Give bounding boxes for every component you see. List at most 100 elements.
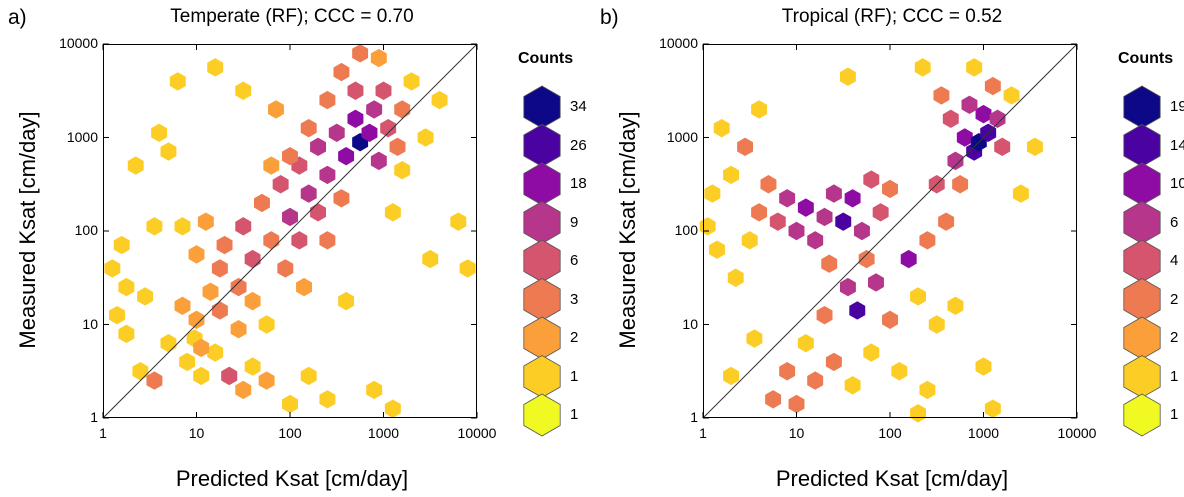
panel-b-hexbin: [699, 217, 716, 236]
panel-a-hexbin: [188, 310, 205, 330]
panel-b-hexbin: [779, 362, 796, 381]
panel-a-hexbin: [366, 100, 383, 119]
panel-b-hexbin: [961, 95, 978, 114]
panel-b-plot-area: [699, 43, 1078, 423]
panel-a-hexbin: [118, 324, 135, 344]
panel-b-hexbin: [849, 301, 866, 320]
panel-b-legend-label: 6: [1170, 213, 1179, 231]
panel-b-legend-label: 14: [1170, 136, 1184, 154]
panel-b-legend-label: 2: [1170, 290, 1179, 308]
panel-b-y-tick-label: 1000: [666, 128, 698, 145]
panel-b-hexbin: [765, 390, 782, 409]
panel-a-hexbin: [300, 118, 317, 138]
panel-a-hexbin: [127, 156, 144, 175]
panel-a-hexbin: [202, 282, 219, 301]
panel-a-hexbin: [258, 315, 275, 334]
panel-a-hexbin: [151, 123, 168, 143]
panel-a-hexbin: [450, 212, 467, 231]
panel-b-legend-swatch: [1123, 278, 1161, 321]
panel-a-hexbin: [347, 81, 364, 100]
panel-b-one-to-one-line: [702, 43, 1078, 419]
panel-a-hexbin: [244, 291, 261, 311]
panel-b-hexbin: [825, 184, 842, 203]
panel-b-hexbin: [952, 175, 969, 194]
panel-b-hexbin: [825, 352, 842, 372]
panel-b-hexbin: [975, 104, 992, 124]
panel-b-hexbin: [821, 254, 838, 273]
panel-b-legend-label: 1: [1170, 406, 1179, 423]
panel-a-hexbin: [394, 100, 411, 119]
panel-a-hexbin: [319, 231, 336, 250]
panel-a-hexbin: [352, 44, 369, 63]
panel-a-legend-label: 26: [570, 136, 587, 154]
panel-a-hexbin: [193, 366, 210, 386]
panel-a-hexbin: [277, 259, 294, 278]
panel-a-hexbin: [235, 217, 252, 236]
panel-b-hexbin: [741, 231, 758, 250]
panel-a-legend-label: 34: [570, 98, 587, 115]
panel-a-legend-label: 6: [570, 252, 579, 269]
panel-b-hexbin: [788, 221, 805, 241]
panel-a-hexbin: [253, 193, 270, 213]
panel-a-hexbin: [347, 109, 364, 128]
panel-b-legend-label: 4: [1170, 252, 1179, 269]
panel-a-hexbin: [300, 366, 317, 386]
panel-a-hexbin: [109, 305, 125, 325]
panel-a-x-axis-label: Predicted Ksat [cm/day]: [175, 466, 409, 491]
panel-b-x-tick-label: 100: [878, 425, 902, 441]
panel-b-hexbin: [989, 109, 1006, 128]
panel-a-hexbin: [380, 118, 397, 138]
panel-a-hexbin: [384, 399, 401, 418]
panel-b-y-tick-label: 100: [674, 222, 698, 238]
panel-b-hexbin: [723, 366, 740, 386]
panel-a-hexbin: [230, 319, 247, 339]
panel-b-hexbin: [839, 277, 856, 297]
panel-a-y-tick-label: 1: [90, 409, 98, 425]
panel-b-legend-label: 19: [1170, 98, 1184, 115]
panel-a-hexbin: [310, 137, 327, 157]
panel-b-hexbin: [928, 315, 945, 334]
panel-a-hexbin: [132, 362, 149, 381]
panel-b: b) Tropical (RF); CCC = 0.52 Measured Ks…: [592, 0, 1184, 497]
panel-a-hexbin: [188, 245, 205, 264]
panel-a-x-tick-label: 1000: [367, 425, 400, 441]
panel-a-hexbin: [211, 301, 228, 320]
panel-b-y-tick-label: 10: [682, 315, 698, 332]
panel-a-hexbin: [160, 334, 177, 353]
panel-b-x-axis-label: Predicted Ksat [cm/day]: [775, 466, 1009, 491]
panel-a-hexbin: [146, 371, 163, 390]
panel-a-y-tick-label: 10000: [59, 35, 98, 51]
panel-a-title: Temperate (RF); CCC = 0.70: [170, 6, 414, 27]
panel-a-hexbin: [207, 343, 224, 362]
panel-b-hexbin: [891, 362, 908, 381]
panel-b-hexbin: [984, 76, 1001, 96]
panel-a-hexbin: [104, 259, 121, 278]
panel-a-hexbin: [263, 231, 280, 250]
panel-a-legend-label: 1: [570, 367, 579, 385]
panel-a-legend-label: 2: [570, 329, 579, 346]
panel-b-hexbin: [723, 165, 740, 185]
panel-a-legend-swatch: [523, 278, 561, 321]
panel-a-hexbin: [310, 203, 327, 222]
panel-a-y-tick-label: 100: [74, 222, 98, 238]
panel-b-hexbin: [994, 137, 1011, 157]
panel-b-hexbin: [942, 109, 959, 128]
panel-b-legend-swatch: [1123, 162, 1161, 206]
panel-a-legend-label: 1: [570, 406, 579, 423]
panel-b-legend-swatch: [1123, 316, 1161, 360]
panel-a-hexbin: [296, 277, 312, 297]
panel-b-label: b): [600, 6, 619, 29]
panel-b-hexbin: [933, 86, 950, 105]
panel-b-hexbin: [779, 189, 796, 208]
panel-b-hexbin: [844, 376, 861, 395]
panel-b-hexbin: [751, 203, 768, 222]
panel-b-hexbin: [751, 100, 768, 119]
panel-a-hexbin: [179, 352, 196, 372]
panel-a-legend-label: 3: [570, 290, 579, 308]
panel-b-hexbin: [788, 394, 805, 414]
panel-a-legend-swatch: [523, 162, 561, 206]
panel-b-x-tick-label: 10000: [1057, 425, 1097, 441]
panel-b-hexbin: [807, 231, 824, 250]
panel-b-hexbin: [797, 198, 814, 217]
panel-b-x-tick-label: 10: [788, 425, 805, 441]
